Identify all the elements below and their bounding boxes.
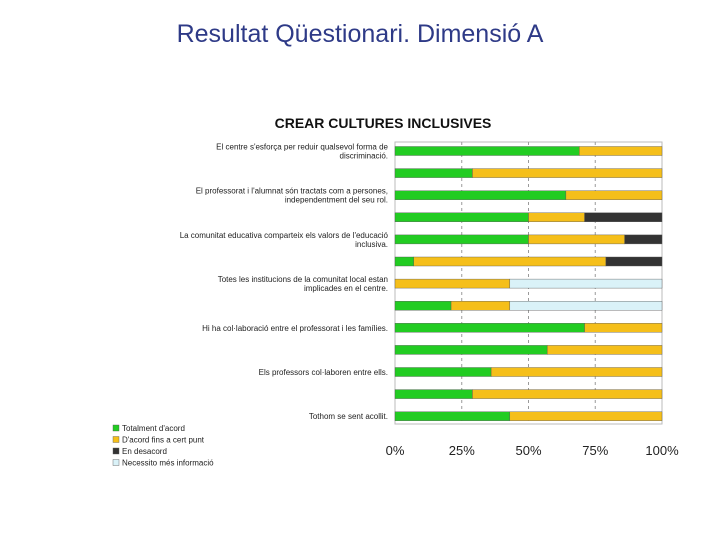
bar-segment: [528, 234, 625, 245]
bar-segment: [528, 212, 585, 223]
legend-label: D'acord fins a cert punt: [122, 436, 205, 445]
bar-segment: [394, 234, 529, 245]
bar-segment: [472, 168, 663, 178]
category-label: El professorat i l'alumnat són tractats …: [196, 187, 388, 196]
category-label: implicades en el centre.: [304, 284, 388, 293]
category-label: Hi ha col·laboració entre el professorat…: [202, 324, 388, 333]
category-label: discriminació.: [340, 152, 388, 161]
category-label: Totes les institucions de la comunitat l…: [218, 275, 388, 284]
bar-segment: [394, 411, 511, 421]
legend-label: Necessito més informació: [122, 459, 214, 468]
x-tick-label: 0%: [386, 443, 405, 458]
bar-segment: [394, 212, 529, 223]
category-label: Els professors col·laboren entre ells.: [259, 368, 388, 377]
bar-segment: [450, 301, 511, 311]
bar-segment: [394, 278, 511, 289]
bar-segment: [394, 323, 585, 333]
bar-segment: [394, 345, 548, 355]
legend-swatch: [112, 424, 120, 432]
x-tick-label: 100%: [645, 443, 679, 458]
category-label: La comunitat educativa comparteix els va…: [180, 231, 389, 240]
x-tick-label: 75%: [582, 443, 608, 458]
category-label: El centre s'esforça per reduir qualsevol…: [216, 143, 388, 152]
category-label: independentment del seu rol.: [285, 196, 388, 205]
bar-segment: [605, 256, 663, 267]
bar-segment: [394, 190, 567, 200]
slide-title: Resultat Qüestionari. Dimensió A: [176, 20, 544, 48]
chart-title: CREAR CULTURES INCLUSIVES: [275, 115, 492, 131]
bar-segment: [546, 345, 663, 355]
bar-segment: [394, 146, 580, 156]
bar-segment: [394, 301, 452, 311]
legend-swatch: [112, 436, 120, 443]
legend-swatch: [112, 447, 120, 455]
bar-segment: [509, 278, 663, 289]
category-label: inclusiva.: [355, 240, 388, 249]
x-tick-label: 25%: [449, 443, 475, 458]
bar-segment: [394, 367, 492, 377]
legend-label: En desacord: [122, 447, 167, 456]
bar-segment: [394, 389, 473, 399]
bar-segment: [394, 256, 414, 267]
bar-segment: [565, 190, 663, 200]
bar-segment: [472, 389, 663, 399]
x-tick-label: 50%: [515, 443, 541, 458]
bar-segment: [413, 256, 607, 267]
bar-segment: [584, 323, 663, 333]
bar-segment: [624, 234, 663, 245]
bar-segment: [579, 146, 663, 156]
legend-label: Totalment d'acord: [122, 424, 185, 433]
legend-swatch: [112, 459, 120, 466]
bar-segment: [509, 301, 663, 311]
bar-segment: [584, 212, 663, 223]
bar-segment: [394, 168, 473, 178]
category-label: Tothom se sent acollit.: [309, 412, 388, 421]
bar-segment: [509, 411, 663, 421]
bar-segment: [490, 367, 663, 377]
